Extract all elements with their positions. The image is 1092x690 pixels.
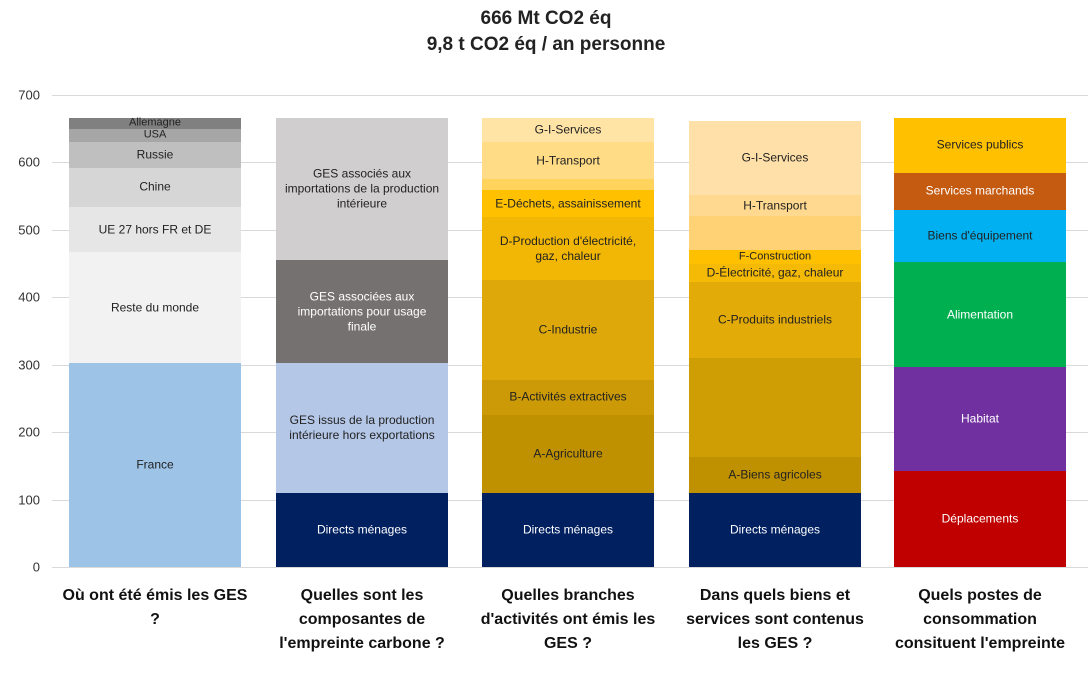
- bar-segment: [894, 210, 1066, 263]
- bar-segment: [689, 194, 861, 217]
- segment-label: Services marchands: [925, 183, 1035, 198]
- segment-label: H-Transport: [536, 153, 600, 168]
- bar-segment: [482, 142, 654, 180]
- chart-subtitle: 9,8 t CO2 éq / an personne: [426, 34, 666, 55]
- y-tick-label: 100: [18, 492, 40, 508]
- segment-label: B-Activités extractives: [509, 389, 627, 404]
- bar-segment: [482, 217, 654, 281]
- segment-label: H-Transport: [743, 198, 807, 213]
- y-tick-label: 600: [18, 154, 40, 170]
- x-tick-label: Quels postes de consommation consituent …: [894, 587, 1066, 652]
- bar-segment: [276, 117, 448, 261]
- bar-segment: [69, 142, 241, 168]
- segment-label: Alimentation: [946, 307, 1014, 322]
- bar-segment: [482, 190, 654, 218]
- bar-segment: [69, 252, 241, 364]
- grid-line: [52, 95, 1088, 96]
- bar-segment: [894, 470, 1066, 567]
- chart-title: 666 Mt CO2 éq: [480, 8, 612, 29]
- bar-segment: [894, 117, 1066, 173]
- segment-label: France: [136, 457, 174, 472]
- segment-label: G-I-Services: [534, 122, 602, 137]
- bar-segment: [69, 206, 241, 253]
- bar-segment: [276, 260, 448, 364]
- segment-label: Reste du monde: [110, 300, 200, 315]
- y-tick-label: 400: [18, 289, 40, 305]
- y-tick-label: 300: [18, 357, 40, 373]
- bar-segment: [894, 262, 1066, 368]
- x-tick-label: Dans quels biens et services sont conten…: [686, 587, 864, 652]
- x-tick-label: Où ont été émis les GES ?: [62, 587, 248, 628]
- segment-label: Biens d'équipement: [927, 228, 1033, 243]
- x-tick-label: Quelles sont les composantes de l'emprei…: [279, 587, 445, 652]
- bar-segment: [276, 363, 448, 493]
- segment-label: GES issus de la production intérieure ho…: [289, 413, 435, 443]
- segment-label: D-Production d'électricité, gaz, chaleur: [499, 233, 637, 263]
- segment-label: C-Industrie: [538, 322, 598, 337]
- segment-label: A-Agriculture: [533, 446, 603, 461]
- bar-segment: [689, 250, 861, 264]
- bar-segment: [69, 128, 241, 143]
- bar-segment: [69, 117, 241, 129]
- bar-segment: [689, 216, 861, 251]
- segment-label: C-Produits industriels: [717, 312, 833, 327]
- x-tick-label: Quelles branches d'activités ont émis le…: [480, 587, 656, 652]
- bar-segment: [689, 492, 861, 567]
- bar-segment: [689, 120, 861, 195]
- segment-label: F-Construction: [738, 250, 812, 263]
- segment-label: Russie: [136, 147, 174, 162]
- segment-label: UE 27 hors FR et DE: [98, 222, 212, 237]
- bar-segment: [689, 457, 861, 493]
- bar-segment: [482, 280, 654, 380]
- y-tick-label: 0: [32, 559, 40, 575]
- bar-segment: [482, 492, 654, 567]
- bar-segment: [689, 281, 861, 358]
- bar-segment: [689, 357, 861, 458]
- segment-label: GES associées aux importations pour usag…: [297, 289, 427, 334]
- segment-label: GES associés aux importations de la prod…: [284, 166, 440, 211]
- y-tick-label: 500: [18, 222, 40, 238]
- segment-label: A-Biens agricoles: [728, 467, 822, 482]
- segment-label: E-Déchets, assainissement: [495, 196, 641, 211]
- segment-label: Directs ménages: [522, 522, 614, 537]
- grid-line: [52, 567, 1088, 568]
- bar-segment: [69, 363, 241, 567]
- segment-label: Directs ménages: [729, 522, 821, 537]
- segment-label: Allemagne: [129, 116, 181, 129]
- segment-label: D-Électricité, gaz, chaleur: [706, 265, 844, 280]
- y-tick-label: 200: [18, 424, 40, 440]
- segment-label: Directs ménages: [316, 522, 408, 537]
- bar-segment: [69, 167, 241, 207]
- bar-segment: [894, 172, 1066, 211]
- segment-label: USA: [143, 128, 167, 141]
- bar-segment: [689, 263, 861, 282]
- bar-segment: [482, 179, 654, 191]
- bar-segment: [482, 379, 654, 416]
- bar-segment: [482, 117, 654, 143]
- bar-segment: [482, 415, 654, 493]
- segment-label: Services publics: [936, 137, 1024, 152]
- segment-label: Chine: [139, 179, 171, 194]
- segment-label: Habitat: [960, 411, 1000, 426]
- bar-segment: [276, 492, 448, 567]
- segment-label: Déplacements: [941, 511, 1019, 526]
- segment-label: G-I-Services: [741, 150, 809, 165]
- bar-segment: [894, 367, 1066, 471]
- y-tick-label: 700: [18, 87, 40, 103]
